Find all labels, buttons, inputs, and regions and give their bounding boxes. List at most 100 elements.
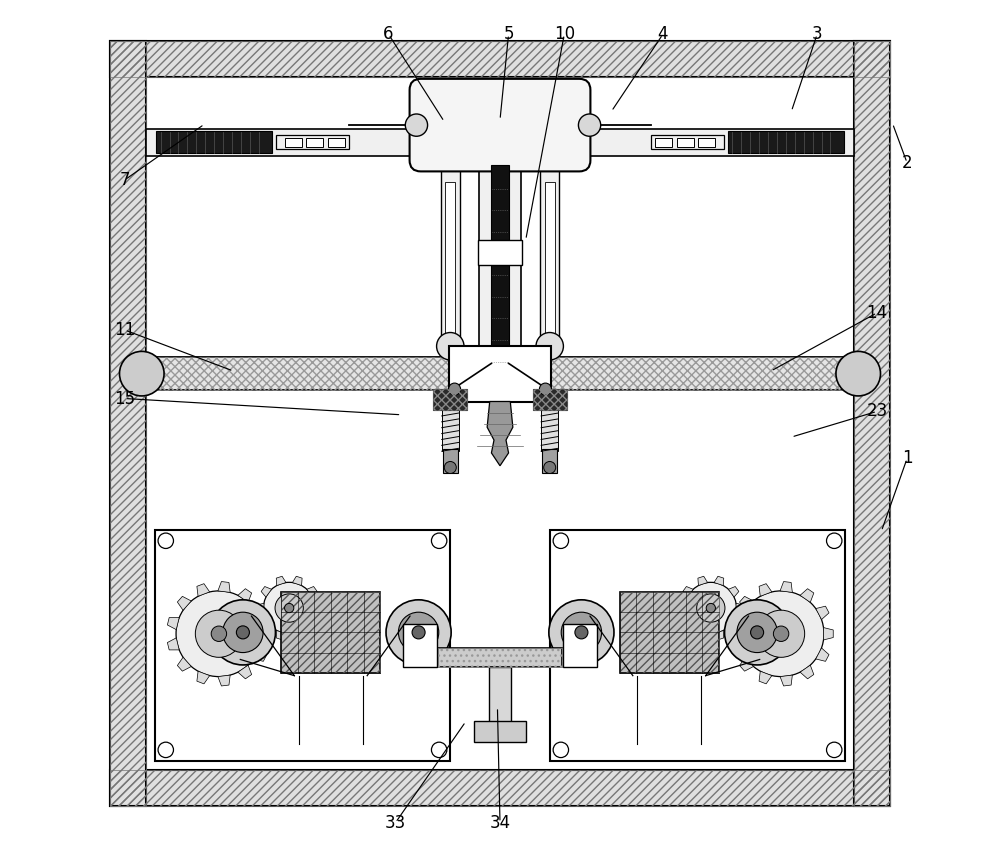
Polygon shape [736,603,743,613]
Text: 6: 6 [383,25,394,44]
Polygon shape [816,606,829,620]
Bar [281,591,380,673]
Bar [146,357,854,390]
Polygon shape [292,631,302,640]
Polygon shape [307,586,317,597]
Bar [533,389,567,410]
Polygon shape [759,671,772,684]
Polygon shape [307,619,317,630]
Polygon shape [276,576,286,585]
Circle shape [119,351,164,396]
Circle shape [158,742,173,758]
Polygon shape [238,665,252,679]
Text: 3: 3 [812,25,822,44]
Bar [110,41,890,77]
Bar [110,770,890,806]
Polygon shape [292,576,302,585]
Circle shape [544,461,556,473]
Circle shape [236,626,249,639]
Circle shape [758,610,805,657]
Bar [533,389,567,410]
Polygon shape [261,619,272,630]
Polygon shape [714,576,724,585]
Polygon shape [740,657,753,671]
Polygon shape [823,627,833,640]
Polygon shape [683,586,693,597]
Circle shape [725,600,790,665]
Circle shape [575,626,588,639]
Polygon shape [254,606,267,620]
Polygon shape [261,586,272,597]
Polygon shape [780,582,792,592]
Bar [146,129,854,156]
Circle shape [561,612,602,652]
Circle shape [158,533,173,548]
Circle shape [773,626,789,641]
Polygon shape [800,665,814,679]
Polygon shape [780,675,792,686]
Bar [677,138,694,147]
Circle shape [539,383,551,395]
Circle shape [827,533,842,548]
Polygon shape [167,638,179,650]
Bar [698,138,715,147]
Bar [276,135,349,149]
Circle shape [285,603,294,613]
Circle shape [836,351,881,396]
Circle shape [195,610,242,657]
Polygon shape [314,603,322,613]
Bar [433,389,467,410]
Polygon shape [218,582,230,592]
Text: 7: 7 [119,171,130,189]
Bar [155,530,450,761]
Bar [438,648,562,667]
Circle shape [827,742,842,758]
Bar [545,182,555,336]
Polygon shape [759,584,772,596]
Polygon shape [816,648,829,662]
Text: 4: 4 [658,25,668,44]
Polygon shape [730,638,741,650]
Text: 23: 23 [866,402,888,421]
Bar [156,131,272,153]
Polygon shape [714,631,724,640]
Polygon shape [698,631,708,640]
Polygon shape [197,671,210,684]
Circle shape [449,383,461,395]
FancyBboxPatch shape [410,79,590,171]
Bar [281,591,380,673]
Polygon shape [218,675,230,686]
Polygon shape [254,648,267,662]
Text: 33: 33 [385,813,406,832]
Bar [146,357,854,390]
Circle shape [398,612,439,652]
Bar [285,138,302,147]
Polygon shape [238,589,252,602]
Polygon shape [678,603,686,613]
Polygon shape [167,618,179,630]
Circle shape [706,603,715,613]
Circle shape [751,626,764,639]
Text: 34: 34 [489,813,511,832]
Polygon shape [177,596,191,610]
Circle shape [553,742,569,758]
Text: 15: 15 [114,389,135,408]
Bar [443,448,458,472]
Text: 14: 14 [867,303,888,322]
Circle shape [738,591,824,677]
Bar [441,169,460,349]
Bar [489,667,511,735]
Bar [403,624,437,667]
Circle shape [176,591,262,677]
Bar [433,389,467,410]
Circle shape [444,461,456,473]
Bar [442,410,459,451]
Polygon shape [800,589,814,602]
Bar [563,624,597,667]
Circle shape [431,742,447,758]
Bar [445,182,455,336]
Polygon shape [683,619,693,630]
Polygon shape [728,619,739,630]
Polygon shape [257,603,264,613]
Circle shape [437,333,464,360]
